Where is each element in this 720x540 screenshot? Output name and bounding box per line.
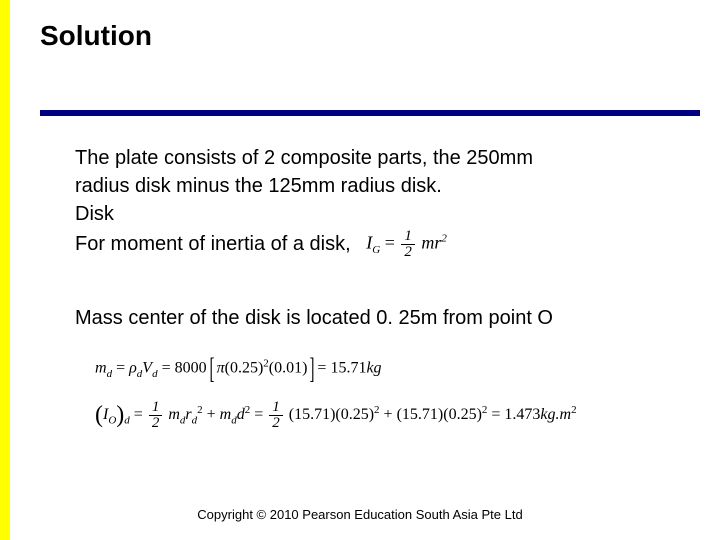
eq1-V: V [142,360,152,377]
formula-den: 2 [401,245,415,260]
eq2-m2: m [220,406,232,423]
eq2-num2: 1 [269,400,283,416]
eq1-p1: (0.25) [225,360,264,377]
eq1-Vsub: d [152,368,158,380]
eq2-p2: (15.71)(0.25) [397,406,482,423]
eq2-d: d [237,406,245,423]
equation-mass: md = ρdVd = 8000[π(0.25)2(0.01)]= 15.71k… [95,352,382,386]
eq2-dsup: 2 [245,404,251,416]
eq2-plus: + [207,406,220,423]
copyright-footer: Copyright © 2010 Pearson Education South… [0,507,720,522]
formula-frac: 1 2 [401,229,415,260]
eq1-eq1: = [116,360,129,377]
equation-inertia: (IO)d = 1 2 mdrd2 + mdd2 = 1 2 (15.71)(0… [95,400,577,431]
eq2-frac2: 1 2 [269,400,283,431]
accent-bar [0,0,10,540]
eq1-msub: d [107,368,113,380]
para1-line4-text: For moment of inertia of a disk, [75,233,351,255]
formula-rhs-sup: 2 [441,233,447,245]
para1-line4: For moment of inertia of a disk, IG = 1 … [75,229,665,260]
eq2-plus2: + [384,406,397,423]
eq2-den2: 2 [269,416,283,431]
eq2-outersub: d [124,414,130,426]
eq2-Isub: O [108,414,116,426]
formula-num: 1 [401,229,415,245]
eq2-p1: (15.71)(0.25) [289,406,374,423]
eq2-unitsup: 2 [571,404,577,416]
eq1-pi: π [217,360,225,377]
eq2-rsup: 2 [197,404,203,416]
eq2-p2sup: 2 [482,404,488,416]
inertia-formula: IG = 1 2 mr2 [366,229,447,260]
body-paragraph-2: Mass center of the disk is located 0. 25… [75,305,675,331]
horizontal-rule [40,110,700,116]
eq1-rbracket: ] [310,352,315,386]
eq2-p1sup: 2 [374,404,380,416]
eq2-num1: 1 [149,400,163,416]
eq2-eq1: = [134,406,147,423]
eq1-eq2: = 8000 [162,360,207,377]
eq2-lparen: ( [95,402,103,429]
formula-lhs-sub: G [372,244,380,256]
eq2-unit: kg.m [540,406,571,423]
eq1-m: m [95,360,107,377]
eq1-eq3: = 15.71 [317,360,366,377]
para1-line1: The plate consists of 2 composite parts,… [75,145,665,171]
eq2-rsub: d [192,414,198,426]
eq1-lbracket: [ [209,352,214,386]
eq2-frac1: 1 2 [149,400,163,431]
eq2-m: m [168,406,180,423]
eq1-rho: ρ [129,360,137,377]
para1-line2: radius disk minus the 125mm radius disk. [75,173,665,199]
para1-line3: Disk [75,201,665,227]
eq1-unit: kg [366,360,381,377]
formula-rhs: mr [421,233,441,253]
eq2-den1: 2 [149,416,163,431]
page-title: Solution [40,20,152,52]
formula-eq: = [385,233,400,253]
eq2-eq2: = [254,406,267,423]
eq2-eq3: = 1.473 [491,406,540,423]
eq1-p2: (0.01) [269,360,308,377]
body-paragraph-1: The plate consists of 2 composite parts,… [75,145,665,262]
